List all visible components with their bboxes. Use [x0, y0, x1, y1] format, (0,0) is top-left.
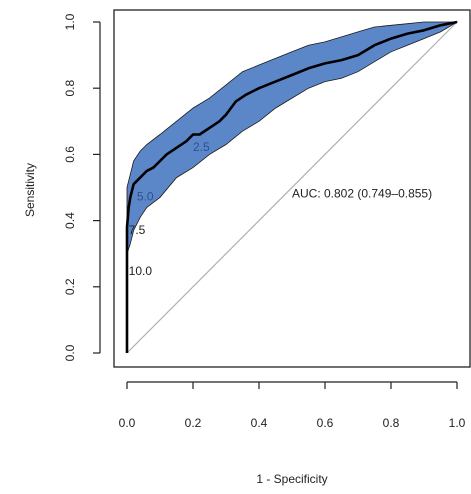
y-tick-label: 0.4	[63, 212, 77, 229]
threshold-label: 5.0	[137, 190, 154, 204]
x-tick-label: 0.2	[185, 416, 202, 430]
x-tick-label: 0.6	[317, 416, 334, 430]
threshold-label: 10.0	[129, 264, 153, 278]
x-tick-label: 1.0	[449, 416, 466, 430]
roc-curve-line	[125, 20, 458, 353]
y-axis-title: Sensitivity	[23, 163, 37, 217]
plot-area	[93, 9, 471, 389]
y-tick-label: 1.0	[63, 13, 77, 30]
x-tick-label: 0.8	[383, 416, 400, 430]
x-axis-title: 1 - Specificity	[256, 472, 327, 486]
chart-text: 0.0 0.2 0.4 0.6 0.8 1.0 0.0 0.2 0.4 0.6 0.8 1.0 1 - …	[23, 13, 466, 486]
chance-diagonal-line	[126, 21, 458, 354]
plot-frame	[113, 9, 471, 368]
auc-annotation: AUC: 0.802 (0.749–0.855)	[292, 186, 432, 200]
y-tick-label: 0.8	[63, 80, 77, 97]
y-tick-label: 0.0	[63, 344, 77, 361]
threshold-label: 2.5	[193, 140, 210, 154]
threshold-label: 7.5	[129, 223, 146, 237]
y-tick-label: 0.2	[63, 278, 77, 295]
x-tick-label: 0.4	[251, 416, 268, 430]
x-tick-label: 0.0	[119, 416, 136, 430]
y-tick-label: 0.6	[63, 146, 77, 163]
